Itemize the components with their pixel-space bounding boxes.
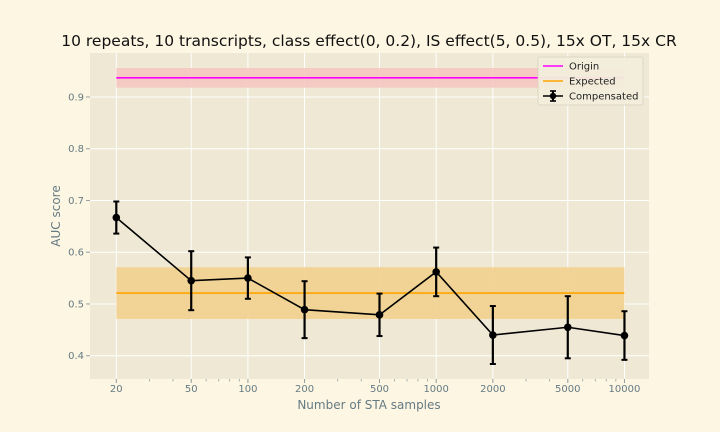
data-point (300, 305, 309, 314)
data-point (187, 276, 196, 285)
series (112, 200, 629, 365)
data-point (432, 268, 440, 276)
x-tick-label: 5000 (555, 384, 580, 395)
data-point (244, 274, 252, 282)
x-axis-ticks: 20 50 100 200 500 1000 2000 5000 10000 (110, 379, 640, 395)
bands (116, 68, 625, 319)
x-tick-label: 1000 (423, 384, 448, 395)
chart-title: 10 repeats, 10 transcripts, class effect… (61, 32, 677, 50)
legend-label-expected: Expected (569, 77, 616, 88)
y-tick-label: 0.9 (68, 92, 84, 103)
y-tick-label: 0.6 (68, 248, 84, 259)
x-tick-label: 500 (370, 384, 389, 395)
data-point (563, 323, 572, 332)
x-tick-label: 2000 (480, 384, 505, 395)
legend-box (537, 56, 644, 106)
y-axis-label: AUC score (49, 185, 63, 246)
legend-marker (549, 92, 557, 100)
data-point (620, 331, 629, 340)
x-tick-label: 100 (238, 384, 257, 395)
legend: Origin Expected Compensated (537, 56, 644, 106)
y-tick-label: 0.7 (68, 196, 84, 207)
x-tick-label: 20 (110, 384, 123, 395)
data-point (489, 331, 497, 339)
x-tick-label: 200 (295, 384, 314, 395)
x-axis-label: Number of STA samples (297, 398, 440, 412)
data-point (375, 311, 384, 319)
y-tick-label: 0.4 (68, 351, 84, 362)
y-tick-label: 0.8 (68, 144, 84, 155)
y-tick-label: 0.5 (68, 299, 84, 310)
plot-area (90, 53, 649, 379)
legend-label-origin: Origin (569, 62, 599, 73)
y-axis-ticks: 0.4 0.5 0.6 0.7 0.8 0.9 (68, 92, 90, 362)
x-tick-label: 10000 (609, 384, 641, 395)
x-tick-label: 50 (185, 384, 198, 395)
data-point (112, 213, 121, 222)
legend-label-compensated: Compensated (569, 92, 638, 103)
